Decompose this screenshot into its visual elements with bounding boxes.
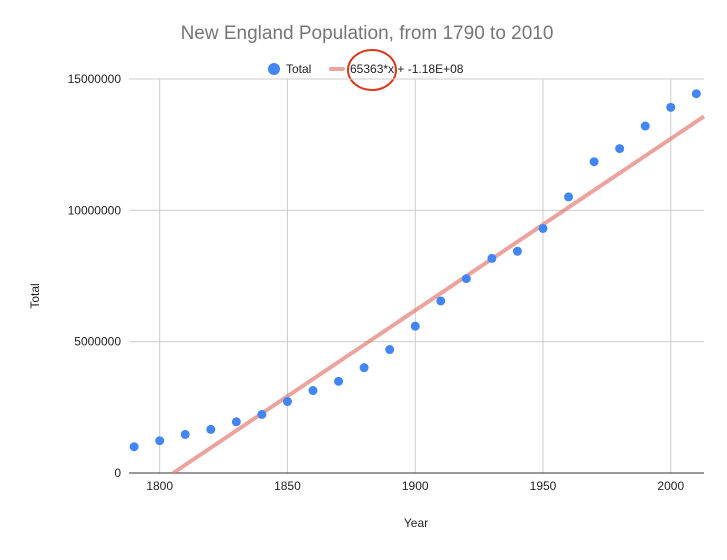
grid xyxy=(129,78,704,474)
trendline-path xyxy=(172,114,706,475)
data-points xyxy=(129,89,701,452)
data-point xyxy=(564,192,574,202)
y-tick-label: 10000000 xyxy=(68,203,122,217)
data-point xyxy=(615,144,625,154)
data-point xyxy=(257,409,267,419)
x-tick-label: 1850 xyxy=(274,479,301,493)
y-tick-label: 5000000 xyxy=(74,335,121,349)
data-point xyxy=(410,321,420,331)
data-point xyxy=(640,121,650,131)
legend-series-marker xyxy=(268,63,280,75)
data-point xyxy=(461,274,471,284)
data-point xyxy=(308,386,318,396)
x-tick-label: 1950 xyxy=(530,479,557,493)
y-axis-label: Total xyxy=(28,283,42,308)
annotation-circle xyxy=(347,49,397,91)
data-point xyxy=(129,442,139,452)
data-point xyxy=(691,89,701,99)
x-axis-label: Year xyxy=(404,516,428,530)
data-point xyxy=(512,246,522,256)
data-point xyxy=(538,223,548,233)
trendline xyxy=(172,114,706,475)
x-axis-ticks: 1800 1850 1900 1950 2000 xyxy=(146,479,684,493)
data-point xyxy=(385,345,395,355)
y-axis-ticks: 0 5000000 10000000 15000000 xyxy=(68,72,122,480)
legend-series-label: Total xyxy=(286,62,311,76)
x-tick-label: 1800 xyxy=(146,479,173,493)
y-tick-label: 0 xyxy=(114,466,121,480)
y-tick-label: 15000000 xyxy=(68,72,122,86)
data-point xyxy=(436,296,446,306)
data-point xyxy=(589,157,599,167)
data-point xyxy=(231,417,241,427)
data-point xyxy=(180,429,190,439)
data-point xyxy=(359,363,369,373)
x-tick-label: 2000 xyxy=(657,479,684,493)
x-tick-label: 1900 xyxy=(402,479,429,493)
data-point xyxy=(334,376,344,386)
legend-trendline-label: 65363*x + -1.18E+08 xyxy=(350,62,464,76)
legend: Total 65363*x + -1.18E+08 xyxy=(268,49,464,91)
data-point xyxy=(155,436,165,446)
data-point xyxy=(206,424,216,434)
data-point xyxy=(282,397,292,407)
data-point xyxy=(487,253,497,263)
data-point xyxy=(666,102,676,112)
chart-title: New England Population, from 1790 to 201… xyxy=(181,23,554,44)
